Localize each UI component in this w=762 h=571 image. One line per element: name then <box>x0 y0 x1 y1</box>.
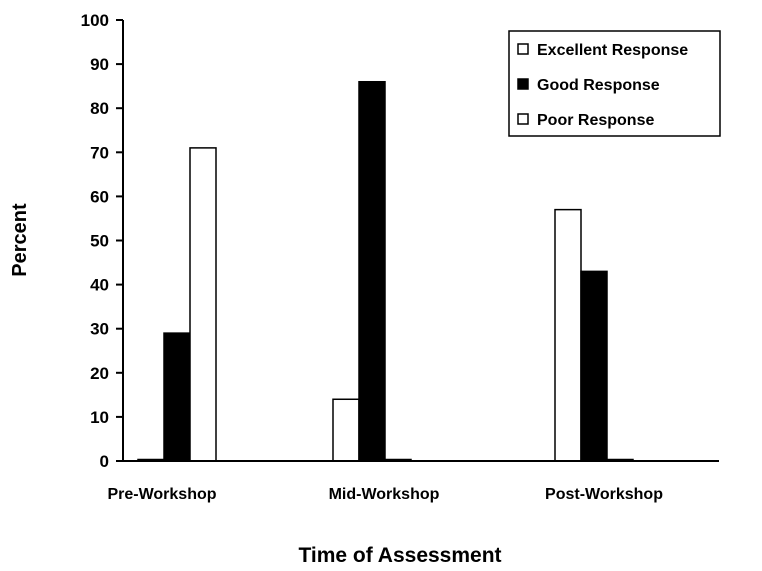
legend-swatch <box>517 43 529 55</box>
legend-label: Poor Response <box>537 112 654 129</box>
y-tick-label: 30 <box>90 320 109 339</box>
legend-label: Good Response <box>537 77 660 94</box>
y-axis-title: Percent <box>9 203 31 277</box>
x-axis-title: Time of Assessment <box>298 544 501 567</box>
bars <box>137 80 634 462</box>
y-tick-label: 90 <box>90 55 109 74</box>
x-tick-label: Post-Workshop <box>545 486 663 503</box>
y-tick-label: 20 <box>90 364 109 383</box>
y-tick-label: 60 <box>90 187 109 206</box>
bar-excellent-response-post-workshop <box>554 208 582 462</box>
bar-poor-response-pre-workshop <box>189 147 217 462</box>
legend-swatch <box>517 113 529 125</box>
legend-swatch <box>517 78 529 90</box>
y-tick-label: 80 <box>90 99 109 118</box>
x-tick-label: Mid-Workshop <box>329 486 440 503</box>
y-tick-label: 0 <box>100 452 109 471</box>
x-tick-label: Pre-Workshop <box>107 486 216 503</box>
y-tick-label: 70 <box>90 143 109 162</box>
y-tick-label: 10 <box>90 408 109 427</box>
legend-label: Excellent Response <box>537 42 688 59</box>
x-axis-tick-labels: Pre-Workshop Mid-Workshop Post-Workshop <box>107 486 663 503</box>
y-axis-ticks: 0 10 20 30 40 50 60 70 80 90 100 <box>81 11 123 471</box>
y-tick-label: 100 <box>81 11 109 30</box>
bar-excellent-response-mid-workshop <box>332 398 360 462</box>
bar-good-response-post-workshop <box>580 270 608 462</box>
bar-good-response-pre-workshop <box>163 332 191 462</box>
legend: Excellent Response Good Response Poor Resp… <box>508 30 721 137</box>
y-tick-label: 40 <box>90 276 109 295</box>
y-tick-label: 50 <box>90 232 109 251</box>
legend-box <box>508 30 721 137</box>
bar-good-response-mid-workshop <box>358 80 386 462</box>
